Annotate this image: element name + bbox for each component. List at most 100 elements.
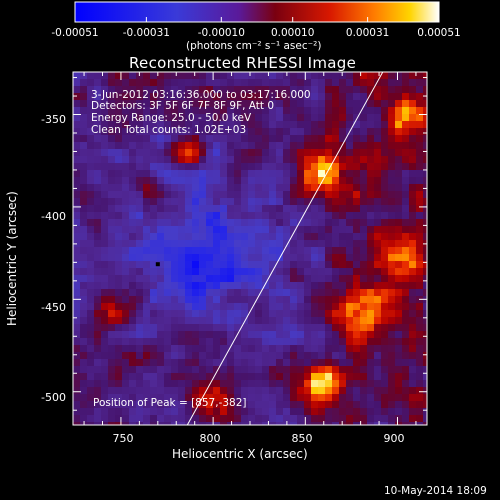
heatmap-cell <box>353 373 361 381</box>
heatmap-cell <box>332 177 340 185</box>
heatmap-cell <box>206 387 214 395</box>
heatmap-cell <box>283 275 291 283</box>
heatmap-cell <box>311 408 319 416</box>
heatmap-cell <box>192 422 200 425</box>
colorbar-tick-label: -0.00051 <box>51 27 99 39</box>
heatmap-cell <box>129 170 137 178</box>
heatmap-cell <box>136 79 144 87</box>
heatmap-cell <box>122 128 130 136</box>
heatmap-cell <box>395 114 403 122</box>
y-axis-label: Heliocentric Y (arcsec) <box>5 191 19 326</box>
heatmap-cell <box>234 261 242 269</box>
heatmap-cell <box>409 191 417 199</box>
heatmap-cell <box>304 198 312 206</box>
heatmap-cell <box>290 408 298 416</box>
heatmap-cell <box>178 275 186 283</box>
heatmap-cell <box>80 149 88 157</box>
heatmap-cell <box>185 191 193 199</box>
heatmap-cell <box>353 100 361 108</box>
heatmap-cell <box>318 177 326 185</box>
heatmap-cell <box>129 394 137 402</box>
heatmap-cell <box>164 226 172 234</box>
heatmap-cell <box>395 275 403 283</box>
heatmap-cell <box>129 184 137 192</box>
heatmap-cell <box>241 268 249 276</box>
heatmap-cell <box>248 401 256 409</box>
heatmap-cell <box>332 163 340 171</box>
heatmap-cell <box>73 401 81 409</box>
heatmap-cell <box>255 289 263 297</box>
heatmap-cell <box>171 198 179 206</box>
heatmap-cell <box>150 226 158 234</box>
heatmap-cell <box>241 275 249 283</box>
heatmap-cell <box>423 345 427 353</box>
heatmap-cell <box>367 345 375 353</box>
heatmap-cell <box>94 86 102 94</box>
heatmap-cell <box>423 401 427 409</box>
heatmap-cell <box>353 282 361 290</box>
heatmap-cell <box>262 191 270 199</box>
heatmap-cell <box>388 282 396 290</box>
heatmap-cell <box>283 366 291 374</box>
heatmap-cell <box>87 254 95 262</box>
heatmap-cell <box>220 191 228 199</box>
heatmap-cell <box>325 310 333 318</box>
heatmap-cell <box>185 86 193 94</box>
heatmap-cell <box>304 149 312 157</box>
heatmap-cell <box>367 331 375 339</box>
heatmap-cell <box>276 184 284 192</box>
heatmap-cell <box>143 198 151 206</box>
heatmap-cell <box>122 198 130 206</box>
heatmap-cell <box>318 93 326 101</box>
heatmap-cell <box>255 128 263 136</box>
heatmap-cell <box>129 205 137 213</box>
heatmap-cell <box>171 226 179 234</box>
heatmap-cell <box>241 380 249 388</box>
heatmap-cell <box>234 247 242 255</box>
heatmap-cell <box>374 289 382 297</box>
heatmap-cell <box>325 261 333 269</box>
colorbar-ticks <box>74 17 440 22</box>
heatmap-cell <box>402 254 410 262</box>
heatmap-cell <box>206 422 214 425</box>
heatmap-cell <box>171 156 179 164</box>
heatmap-cell <box>178 317 186 325</box>
heatmap-cell <box>297 408 305 416</box>
heatmap-cell <box>423 121 427 129</box>
heatmap-cell <box>367 415 375 423</box>
heatmap-cell <box>80 135 88 143</box>
heatmap-cell <box>73 107 81 115</box>
heatmap-cell <box>269 366 277 374</box>
heatmap-cell <box>325 219 333 227</box>
heatmap-cell <box>325 72 333 80</box>
heatmap-cell <box>241 177 249 185</box>
heatmap-cell <box>318 212 326 220</box>
heatmap-cell <box>339 163 347 171</box>
heatmap-cell <box>94 394 102 402</box>
heatmap-cell <box>122 373 130 381</box>
heatmap-cell <box>262 303 270 311</box>
heatmap-cell <box>199 296 207 304</box>
heatmap-cell <box>234 422 242 425</box>
heatmap-cell <box>325 86 333 94</box>
heatmap-cell <box>255 177 263 185</box>
heatmap-cell <box>129 359 137 367</box>
heatmap-cell <box>262 93 270 101</box>
heatmap-cell <box>353 156 361 164</box>
heatmap-cell <box>255 394 263 402</box>
heatmap-cell <box>304 394 312 402</box>
heatmap-cell <box>262 86 270 94</box>
heatmap-cell <box>297 226 305 234</box>
heatmap-cell <box>360 310 368 318</box>
heatmap-cell <box>101 233 109 241</box>
heatmap-cell <box>248 191 256 199</box>
heatmap-cell <box>73 247 81 255</box>
heatmap-cell <box>416 191 424 199</box>
heatmap-cell <box>108 338 116 346</box>
heatmap-cell <box>283 310 291 318</box>
heatmap-cell <box>164 373 172 381</box>
heatmap-cell <box>290 93 298 101</box>
heatmap-cell <box>73 331 81 339</box>
heatmap-cell <box>290 324 298 332</box>
heatmap-cell <box>276 289 284 297</box>
